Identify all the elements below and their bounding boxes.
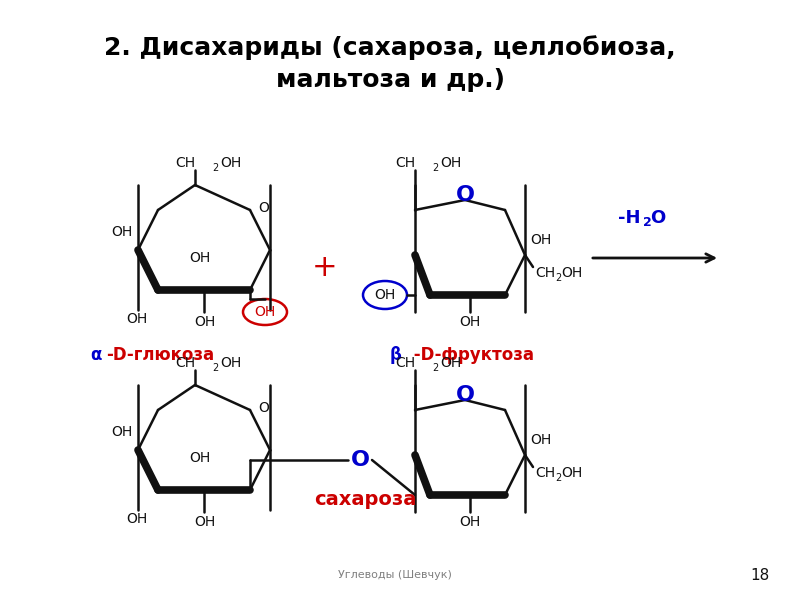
Text: β: β (390, 346, 402, 364)
Text: OH: OH (112, 425, 133, 439)
Text: CH: CH (175, 156, 195, 170)
Text: OH: OH (194, 315, 216, 329)
Text: OH: OH (561, 266, 582, 280)
Text: OH: OH (440, 356, 462, 370)
Text: сахароза: сахароза (314, 490, 416, 509)
Text: -D-фруктоза: -D-фруктоза (408, 346, 534, 364)
Text: -D-глюкоза: -D-глюкоза (106, 346, 214, 364)
Text: Углеводы (Шевчук): Углеводы (Шевчук) (338, 570, 452, 580)
Text: O: O (455, 385, 474, 405)
Text: OH: OH (561, 466, 582, 480)
Text: OH: OH (220, 156, 242, 170)
Text: 18: 18 (750, 568, 770, 583)
Text: 2: 2 (212, 363, 218, 373)
Text: OH: OH (112, 225, 133, 239)
Text: -H: -H (618, 209, 641, 227)
Text: α: α (90, 346, 102, 364)
Text: O: O (350, 450, 370, 470)
Text: OH: OH (530, 233, 551, 247)
Text: +: + (312, 253, 338, 283)
Text: 2: 2 (212, 163, 218, 173)
Text: CH: CH (535, 466, 555, 480)
Text: OH: OH (126, 512, 147, 526)
Text: OH: OH (190, 451, 210, 465)
Text: 2: 2 (432, 163, 438, 173)
Text: 2: 2 (555, 273, 562, 283)
Text: OH: OH (374, 288, 396, 302)
Text: OH: OH (220, 356, 242, 370)
Text: OH: OH (440, 156, 462, 170)
Text: 2: 2 (432, 363, 438, 373)
Text: CH: CH (395, 156, 415, 170)
Text: OH: OH (190, 251, 210, 265)
Text: 2: 2 (555, 473, 562, 483)
Text: CH: CH (535, 266, 555, 280)
Text: O: O (258, 201, 269, 215)
Text: OH: OH (254, 305, 276, 319)
Text: OH: OH (459, 315, 481, 329)
Text: O: O (455, 185, 474, 205)
Text: OH: OH (459, 515, 481, 529)
Text: 2. Дисахариды (сахароза, целлобиоза,: 2. Дисахариды (сахароза, целлобиоза, (104, 35, 676, 60)
Text: CH: CH (395, 356, 415, 370)
Text: OH: OH (126, 312, 147, 326)
Text: O: O (258, 401, 269, 415)
Text: OH: OH (194, 515, 216, 529)
Text: 2: 2 (643, 217, 652, 229)
Text: мальтоза и др.): мальтоза и др.) (275, 68, 505, 92)
Text: O: O (650, 209, 666, 227)
Text: OH: OH (530, 433, 551, 447)
Text: CH: CH (175, 356, 195, 370)
